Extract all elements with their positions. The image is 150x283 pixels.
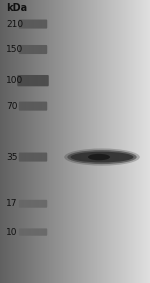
FancyBboxPatch shape bbox=[19, 200, 47, 208]
Ellipse shape bbox=[64, 149, 140, 166]
Text: 150: 150 bbox=[6, 45, 23, 54]
Ellipse shape bbox=[67, 150, 137, 164]
Ellipse shape bbox=[88, 154, 110, 160]
FancyBboxPatch shape bbox=[19, 153, 47, 162]
Text: 35: 35 bbox=[6, 153, 18, 162]
FancyBboxPatch shape bbox=[17, 75, 49, 86]
FancyBboxPatch shape bbox=[19, 20, 47, 29]
Text: 100: 100 bbox=[6, 76, 23, 85]
Ellipse shape bbox=[70, 152, 134, 162]
Text: 210: 210 bbox=[6, 20, 23, 29]
FancyBboxPatch shape bbox=[19, 102, 47, 111]
Text: kDa: kDa bbox=[6, 3, 27, 14]
Text: 70: 70 bbox=[6, 102, 18, 111]
Text: 10: 10 bbox=[6, 228, 18, 237]
Text: 17: 17 bbox=[6, 199, 18, 208]
FancyBboxPatch shape bbox=[19, 45, 47, 54]
FancyBboxPatch shape bbox=[19, 228, 47, 236]
